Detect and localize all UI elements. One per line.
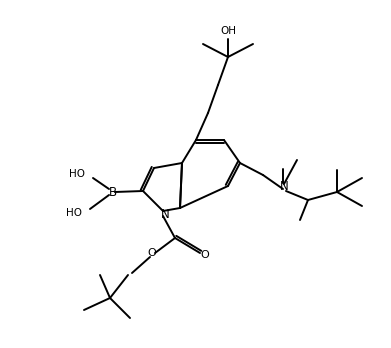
- Text: HO: HO: [69, 169, 85, 179]
- Text: OH: OH: [220, 26, 236, 36]
- Text: O: O: [201, 250, 209, 260]
- Text: O: O: [148, 248, 156, 258]
- Text: N: N: [161, 208, 169, 221]
- Text: HO: HO: [66, 208, 82, 218]
- Text: N: N: [280, 180, 289, 192]
- Text: B: B: [109, 185, 117, 198]
